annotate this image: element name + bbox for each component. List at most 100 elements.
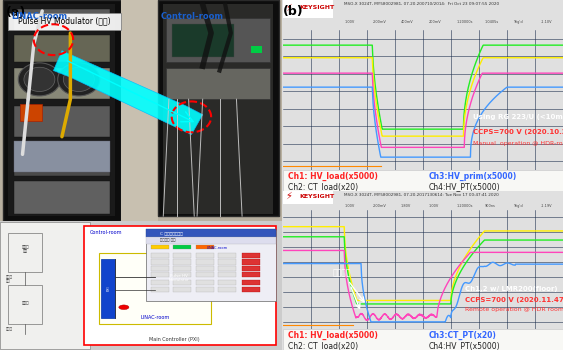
Bar [155, 265, 203, 290]
Text: LINAC-room: LINAC-room [11, 12, 68, 21]
Bar [14, 141, 110, 172]
Text: 1.00V: 1.00V [345, 20, 355, 24]
Text: 2.00mV: 2.00mV [372, 20, 386, 24]
Bar [8, 5, 115, 216]
Bar [151, 266, 169, 271]
Bar [14, 181, 110, 214]
Text: Ch2: CT_load(x20): Ch2: CT_load(x20) [288, 182, 359, 191]
Bar [173, 287, 191, 292]
Text: 400mV: 400mV [400, 20, 413, 24]
Bar [0, 222, 90, 349]
FancyBboxPatch shape [8, 13, 121, 30]
Text: (a): (a) [6, 6, 26, 19]
Bar [163, 5, 273, 214]
Text: PXI: PXI [106, 285, 110, 290]
Bar [196, 259, 214, 265]
Text: 900ns: 900ns [485, 204, 495, 208]
Circle shape [24, 67, 55, 91]
Text: Ch1: HV_load(x5000): Ch1: HV_load(x5000) [288, 172, 378, 181]
Bar [242, 253, 261, 258]
Bar [242, 266, 261, 271]
Text: 운전모드 설정: 운전모드 설정 [160, 239, 176, 243]
Bar [196, 253, 214, 258]
Text: Ch2: CT_load(x20): Ch2: CT_load(x20) [288, 341, 359, 350]
Bar [158, 0, 279, 216]
Bar [242, 259, 261, 265]
Bar [283, 191, 333, 204]
Text: (b): (b) [283, 5, 303, 18]
Bar [151, 245, 169, 249]
Bar [166, 68, 270, 99]
Text: Control-room: Control-room [160, 12, 224, 21]
Text: Ch4:HV_PT(x5000): Ch4:HV_PT(x5000) [428, 341, 500, 350]
Bar [173, 259, 191, 265]
Bar [3, 0, 121, 220]
Bar [146, 237, 276, 244]
Bar [151, 253, 169, 258]
Bar [14, 35, 110, 62]
Bar [8, 285, 42, 324]
Circle shape [19, 63, 61, 96]
Bar [196, 245, 214, 249]
Polygon shape [53, 51, 203, 134]
Bar [218, 287, 236, 292]
Text: Pulse HV
Modulator: Pulse HV Modulator [168, 274, 189, 282]
Text: 제어실
원격: 제어실 원격 [21, 245, 29, 253]
Text: 제어부
명령: 제어부 명령 [6, 275, 13, 284]
Bar [242, 272, 261, 278]
Bar [242, 280, 261, 285]
Bar [14, 106, 110, 137]
Bar [218, 266, 236, 271]
Text: Trig'd: Trig'd [512, 20, 522, 24]
Circle shape [119, 305, 129, 310]
Text: Ch1: HV_load(x5000): Ch1: HV_load(x5000) [288, 331, 378, 340]
Text: Control-room: Control-room [90, 230, 123, 235]
Circle shape [58, 63, 100, 96]
Bar [173, 280, 191, 285]
Bar [218, 259, 236, 265]
Text: Ch3:CT_PT(x20): Ch3:CT_PT(x20) [428, 331, 497, 340]
Bar [14, 68, 110, 99]
Bar [84, 226, 276, 345]
Bar [20, 104, 42, 121]
Text: 200mV: 200mV [428, 20, 441, 24]
Text: CCPS=700 V (2020.11.47): CCPS=700 V (2020.11.47) [465, 298, 563, 303]
Bar [14, 9, 110, 31]
Bar [172, 24, 234, 57]
Bar [146, 230, 276, 301]
Bar [251, 46, 262, 53]
Text: Main Controller (PXI): Main Controller (PXI) [149, 337, 200, 342]
Bar [151, 259, 169, 265]
Text: -1.10V: -1.10V [540, 20, 552, 24]
Bar [173, 245, 191, 249]
Bar [196, 280, 214, 285]
Bar [173, 253, 191, 258]
Text: ⚡: ⚡ [285, 2, 292, 13]
Text: 1.0405s: 1.0405s [485, 20, 499, 24]
Bar [151, 287, 169, 292]
Text: Trig'd: Trig'd [512, 204, 522, 208]
Text: 2.00mV: 2.00mV [372, 204, 386, 208]
Bar [242, 287, 261, 292]
Bar [146, 229, 276, 237]
Bar [196, 272, 214, 278]
Text: 자석검음: 자석검음 [333, 268, 364, 302]
Text: Ch3:HV_prim(x5000): Ch3:HV_prim(x5000) [428, 172, 517, 181]
Bar [173, 272, 191, 278]
Text: Pulse HV Modulator (뒷면): Pulse HV Modulator (뒷면) [19, 17, 111, 26]
Bar [151, 272, 169, 278]
Bar [283, 0, 333, 18]
Text: KEYSIGHT: KEYSIGHT [300, 194, 334, 199]
Text: -1.19V: -1.19V [540, 204, 552, 208]
Bar [173, 266, 191, 271]
Text: 1.20000s: 1.20000s [457, 204, 473, 208]
Bar [8, 233, 42, 272]
Text: MSO-X 3024T, MY58002981, 07.20.2017130614: Tue Nov 17 00:47:41 2020: MSO-X 3024T, MY58002981, 07.20.201713061… [345, 193, 499, 197]
Text: ⚡: ⚡ [285, 191, 292, 201]
Bar [166, 18, 270, 62]
Bar [14, 141, 110, 176]
Bar [196, 266, 214, 271]
Text: 제어실: 제어실 [21, 301, 29, 306]
Text: LINAC-room: LINAC-room [206, 246, 227, 250]
Text: Using RG 223/U (<10m): Using RG 223/U (<10m) [473, 114, 563, 120]
